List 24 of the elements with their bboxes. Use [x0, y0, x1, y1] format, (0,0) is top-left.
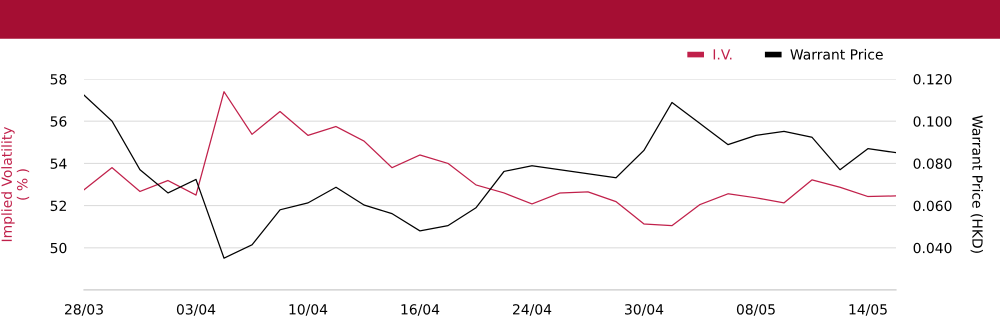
x-tick-label: 03/04	[176, 304, 216, 316]
y-tick-label: 58	[50, 74, 66, 85]
y2-tick-label: 0.080	[914, 158, 952, 169]
x-tick-label: 24/04	[513, 304, 552, 316]
legend-label: I.V.	[714, 49, 732, 60]
legend-label: Warrant Price	[790, 48, 883, 60]
y-tick-label: 54	[50, 158, 67, 169]
y2-tick-label: 0.120	[914, 74, 952, 85]
line-series	[84, 94, 896, 259]
x-tick-label: 16/04	[402, 304, 440, 316]
y2-tick-label: 0.060	[914, 200, 952, 212]
x-tick-label: 30/04	[625, 304, 664, 316]
x-tick-label: 08/05	[736, 304, 775, 316]
x-tick-label: 14/05	[850, 304, 887, 316]
y-tick-label: 50	[50, 242, 66, 254]
x-tick-label: 10/04	[290, 304, 328, 316]
y-tick-label: 52	[50, 200, 66, 212]
y-tick-label: 56	[50, 116, 66, 127]
y-axis-title: Implied Volatility ( % )	[1, 126, 30, 242]
y2-tick-label: 0.040	[914, 242, 952, 254]
line-series	[84, 91, 896, 226]
x-tick-label: 28/03	[65, 304, 103, 316]
y2-tick-label: 0.100	[914, 116, 952, 127]
y2-axis-title: Warrant Price (HKD)	[970, 115, 983, 253]
